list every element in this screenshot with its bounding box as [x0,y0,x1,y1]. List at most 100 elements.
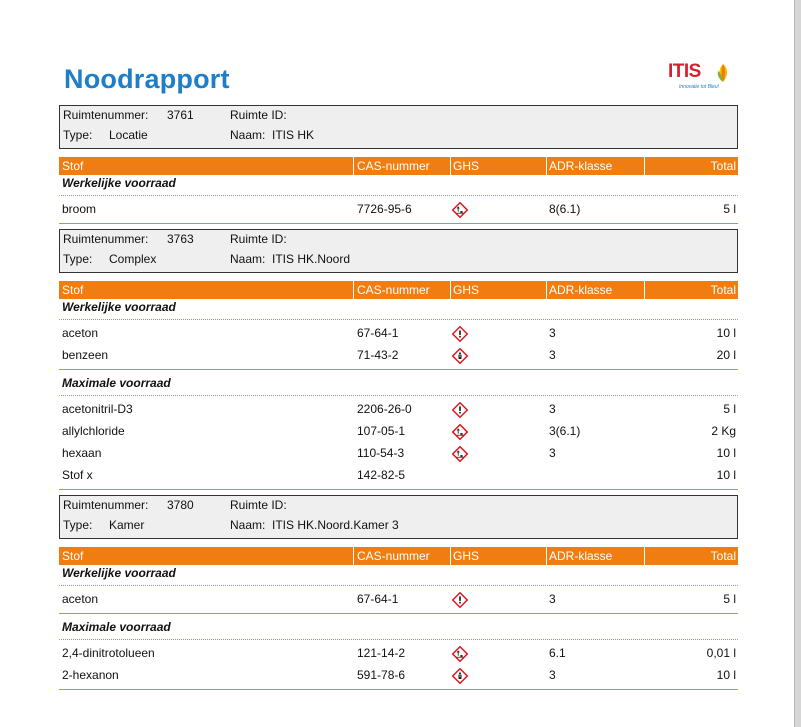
exclamation-icon [452,402,468,418]
cell-stof: allylchloride [62,424,125,438]
table-row: 2-hexanon 591-78-6 3 10 l [59,665,738,685]
header-total: Total [710,549,736,563]
table-row: allylchloride 107-05-1 3(6.1) 2 Kg [59,421,738,441]
cell-total: 5 l [723,592,736,606]
header-adr: ADR-klasse [549,549,613,563]
exclamation-icon [452,592,468,608]
header-ghs: GHS [453,159,480,173]
room-info-box: Ruimtenummer: 3761 Ruimte ID: Type: Locatie N… [59,105,738,149]
header-separator [644,547,645,565]
room-type-value: Complex [109,252,157,266]
room-type-label: Type: [63,518,93,532]
cell-total: 20 l [716,348,736,362]
cell-cas: 7726-95-6 [357,202,412,216]
cell-cas: 107-05-1 [357,424,406,438]
exclamation-icon [452,326,468,342]
cell-total: 10 l [716,468,736,482]
cell-adr: 3 [549,446,556,460]
cell-adr: 3(6.1) [549,424,581,438]
header-separator [450,547,451,565]
cell-total: 5 l [723,402,736,416]
room-type-value: Kamer [109,518,145,532]
cell-total: 10 l [716,326,736,340]
room-name-value: ITIS HK [272,128,315,142]
cell-stof: 2,4-dinitrotolueen [62,646,155,660]
cell-stof: acetonitril-D3 [62,402,133,416]
cell-total: 10 l [716,446,736,460]
table-row: benzeen 71-43-2 3 20 l [59,345,738,365]
header-adr: ADR-klasse [549,159,613,173]
cell-cas: 2206-26-0 [357,402,412,416]
room-number-label: Ruimtenummer: [63,498,149,512]
room-info-box: Ruimtenummer: 3780 Ruimte ID: Type: Kamer Naa… [59,495,738,539]
section-divider [59,195,738,196]
health-hazard-icon [452,668,468,684]
header-total: Total [710,159,736,173]
section-title: Werkelijke voorraad [62,566,176,580]
environment-icon [452,202,468,218]
cell-total: 10 l [716,668,736,682]
cell-cas: 71-43-2 [357,348,399,362]
cell-total: 2 Kg [711,424,736,438]
section-end-line [59,613,738,614]
cell-stof: hexaan [62,446,102,460]
room-name-label: Naam: [230,252,266,266]
cell-stof: broom [62,202,97,216]
room-name-label: Naam: [230,128,266,142]
cell-total: 0,01 l [706,646,736,660]
header-separator [353,547,354,565]
header-separator [353,281,354,299]
cell-adr: 3 [549,348,556,362]
room-name-value: ITIS HK.Noord [272,252,351,266]
environment-icon [452,424,468,440]
room-type-label: Type: [63,128,93,142]
cell-cas: 142-82-5 [357,468,406,482]
section-title: Werkelijke voorraad [62,176,176,190]
table-header: Stof CAS-nummer GHS ADR-klasse Total [59,281,738,299]
header-separator [450,157,451,175]
section-divider [59,319,738,320]
table-row: Stof x 142-82-5 10 l [59,465,738,485]
section-end-line [59,489,738,490]
room-number-value: 3780 [167,498,194,512]
header-stof: Stof [62,283,84,297]
section-title: Werkelijke voorraad [62,300,176,314]
cell-cas: 67-64-1 [357,326,399,340]
header-separator [546,547,547,565]
table-header: Stof CAS-nummer GHS ADR-klasse Total [59,157,738,175]
cell-cas: 121-14-2 [357,646,406,660]
room-name-value: ITIS HK.Noord.Kamer 3 [272,518,399,532]
section-end-line [59,689,738,690]
header-adr: ADR-klasse [549,283,613,297]
room-id-label: Ruimte ID: [230,498,287,512]
cell-adr: 8(6.1) [549,202,581,216]
room-info-box: Ruimtenummer: 3763 Ruimte ID: Type: Complex N… [59,229,738,273]
table-row: hexaan 110-54-3 3 10 l [59,443,738,463]
header-ghs: GHS [453,283,480,297]
page-title: Noodrapport [64,64,230,94]
section-divider [59,639,738,640]
header-stof: Stof [62,549,84,563]
table-row: acetonitril-D3 2206-26-0 3 5 l [59,399,738,419]
table-row: 2,4-dinitrotolueen 121-14-2 6.1 0,01 l [59,643,738,663]
room-number-label: Ruimtenummer: [63,108,149,122]
room-name-label: Naam: [230,518,266,532]
section-divider [59,395,738,396]
section-end-line [59,223,738,224]
cell-stof: aceton [62,326,99,340]
header-separator [546,157,547,175]
room-type-value: Locatie [109,128,148,142]
cell-total: 5 l [723,202,736,216]
cell-stof: 2-hexanon [62,668,119,682]
header-separator [644,281,645,299]
cell-adr: 3 [549,592,556,606]
logo-text: ITIS [668,61,701,82]
cell-stof: benzeen [62,348,109,362]
table-row: aceton 67-64-1 3 10 l [59,323,738,343]
header-cas: CAS-nummer [357,549,430,563]
room-id-label: Ruimte ID: [230,232,287,246]
header-separator [644,157,645,175]
leaf-icon [717,64,728,82]
cell-adr: 3 [549,326,556,340]
